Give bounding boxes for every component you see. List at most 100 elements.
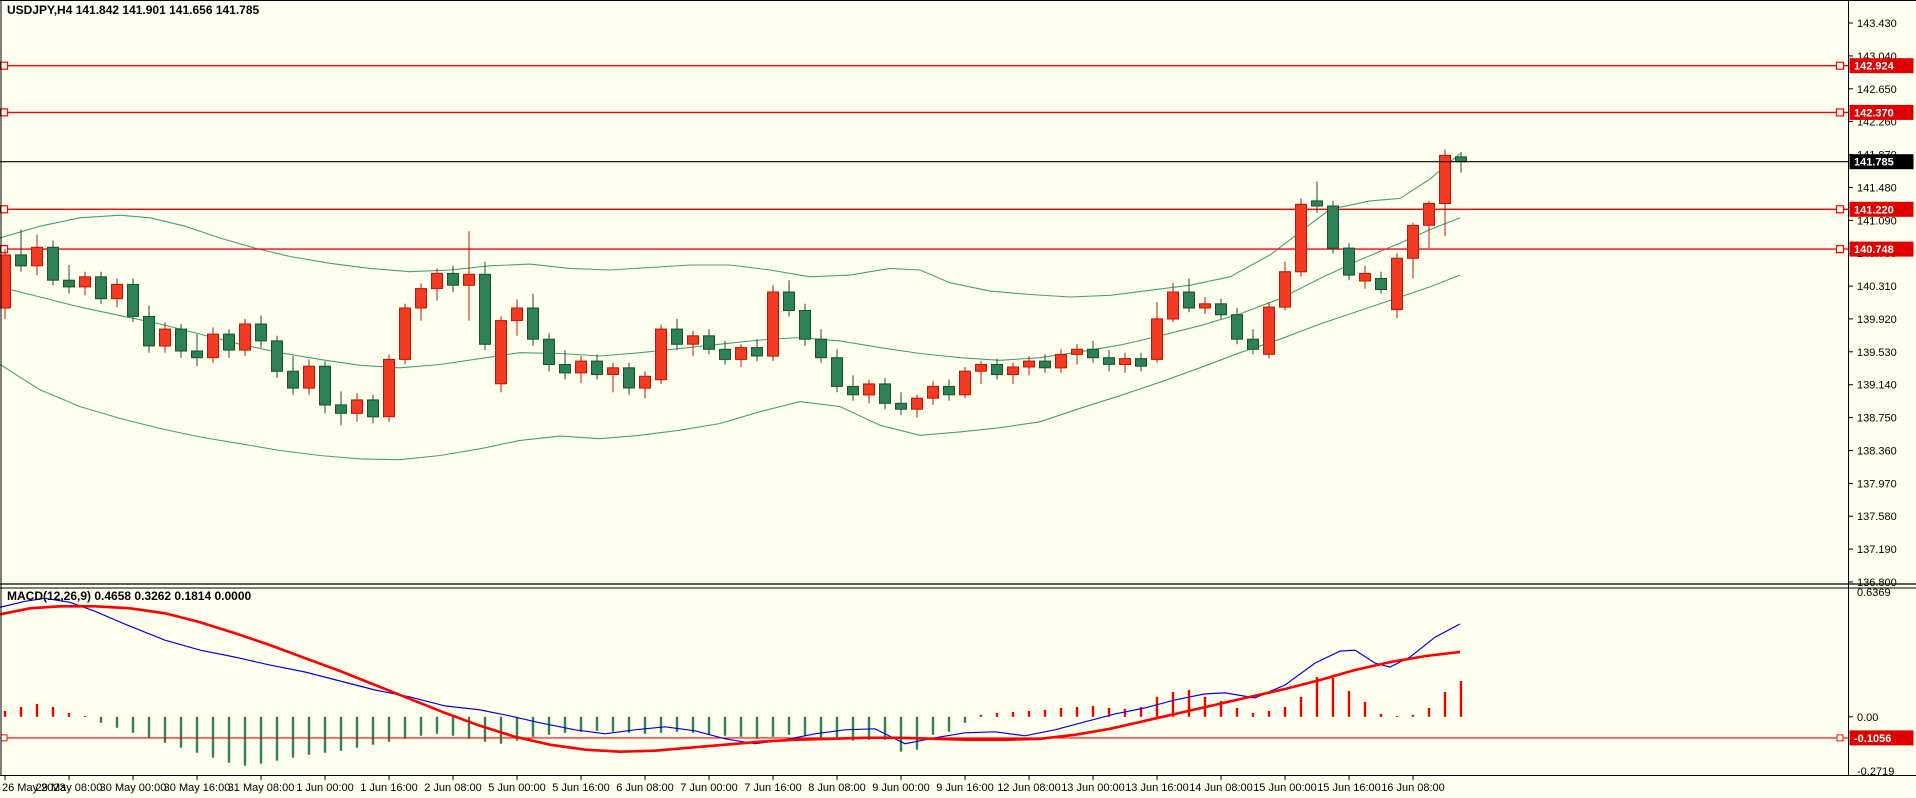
candle[interactable] xyxy=(127,278,139,323)
candle[interactable] xyxy=(191,334,203,367)
candle[interactable] xyxy=(783,280,795,317)
candle[interactable] xyxy=(1391,253,1403,319)
candle[interactable] xyxy=(703,329,715,355)
candle[interactable] xyxy=(303,359,315,395)
price-axis[interactable]: 143.430143.040142.650142.260141.870141.4… xyxy=(1848,18,1897,589)
candle[interactable] xyxy=(895,392,907,416)
candle[interactable] xyxy=(1151,302,1163,363)
candle[interactable] xyxy=(95,271,107,304)
candle[interactable] xyxy=(1375,271,1387,294)
candle[interactable] xyxy=(1039,354,1051,373)
candle[interactable] xyxy=(447,265,459,292)
candle[interactable] xyxy=(399,303,411,365)
macd-axis[interactable]: 0.6369 0.00 -0.2719 xyxy=(1848,587,1894,778)
candle[interactable] xyxy=(719,340,731,365)
candle[interactable] xyxy=(1135,352,1147,372)
candle[interactable] xyxy=(831,349,843,393)
candle[interactable] xyxy=(927,381,939,405)
line-handle[interactable] xyxy=(1835,245,1845,254)
candle[interactable] xyxy=(351,393,363,422)
line-handle[interactable] xyxy=(0,245,9,254)
candle[interactable] xyxy=(15,229,27,272)
candle[interactable] xyxy=(1327,200,1339,254)
candle[interactable] xyxy=(223,329,235,358)
candle[interactable] xyxy=(879,378,891,410)
line-handle[interactable] xyxy=(1835,108,1845,117)
candle[interactable] xyxy=(575,356,587,383)
candle[interactable] xyxy=(1359,265,1371,289)
candle[interactable] xyxy=(1231,308,1243,345)
candle[interactable] xyxy=(991,358,1003,380)
candle[interactable] xyxy=(1087,340,1099,363)
candle[interactable] xyxy=(207,327,219,363)
candle[interactable] xyxy=(63,265,75,294)
candle[interactable] xyxy=(1071,344,1083,365)
candle[interactable] xyxy=(559,350,571,380)
candle[interactable] xyxy=(367,394,379,424)
candle[interactable] xyxy=(671,318,683,351)
candle[interactable] xyxy=(591,354,603,380)
candle[interactable] xyxy=(1055,349,1067,373)
candle[interactable] xyxy=(319,361,331,414)
candle[interactable] xyxy=(1215,298,1227,319)
candle[interactable] xyxy=(511,299,523,336)
candle[interactable] xyxy=(1167,282,1179,323)
candle[interactable] xyxy=(1263,302,1275,359)
candle[interactable] xyxy=(799,303,811,346)
candle[interactable] xyxy=(1247,329,1259,355)
candle[interactable] xyxy=(271,335,283,378)
candle[interactable] xyxy=(735,344,747,367)
candle[interactable] xyxy=(607,362,619,393)
candle[interactable] xyxy=(527,293,539,346)
candle[interactable] xyxy=(1295,198,1307,277)
candle[interactable] xyxy=(79,271,91,296)
candle[interactable] xyxy=(975,361,987,384)
candle[interactable] xyxy=(767,285,779,362)
candle[interactable] xyxy=(495,316,507,393)
line-handle[interactable] xyxy=(0,734,8,742)
line-handle[interactable] xyxy=(0,205,9,214)
candle[interactable] xyxy=(1199,297,1211,314)
candle[interactable] xyxy=(623,362,635,395)
candle[interactable] xyxy=(431,268,443,301)
macd-signal-line[interactable] xyxy=(0,604,1461,754)
candle[interactable] xyxy=(159,322,171,353)
candle[interactable] xyxy=(47,240,59,286)
candle[interactable] xyxy=(111,278,123,308)
candle[interactable] xyxy=(1407,222,1419,279)
candle[interactable] xyxy=(463,231,475,321)
candle[interactable] xyxy=(1423,200,1435,249)
candle[interactable] xyxy=(1023,356,1035,376)
candle[interactable] xyxy=(1311,181,1323,213)
candle[interactable] xyxy=(815,329,827,363)
bollinger-upper-band-line[interactable] xyxy=(0,153,1461,298)
candle[interactable] xyxy=(911,394,923,418)
candle[interactable] xyxy=(687,330,699,356)
bollinger-lower-band-line[interactable] xyxy=(0,274,1461,461)
candle[interactable] xyxy=(415,283,427,321)
candle[interactable] xyxy=(1183,278,1195,313)
candle[interactable] xyxy=(959,367,971,399)
candle[interactable] xyxy=(143,305,155,353)
line-handle[interactable] xyxy=(1836,734,1844,742)
candle[interactable] xyxy=(655,324,667,384)
candle[interactable] xyxy=(1343,243,1355,281)
candle[interactable] xyxy=(1119,352,1131,373)
candle[interactable] xyxy=(1279,261,1291,311)
candle[interactable] xyxy=(863,379,875,404)
line-handle[interactable] xyxy=(0,61,9,70)
candle[interactable] xyxy=(255,315,267,348)
candle[interactable] xyxy=(943,379,955,401)
candle[interactable] xyxy=(383,354,395,422)
candle[interactable] xyxy=(31,234,43,276)
candle[interactable] xyxy=(0,249,11,319)
candle[interactable] xyxy=(175,324,187,358)
line-handle[interactable] xyxy=(1835,61,1845,70)
candle[interactable] xyxy=(751,339,763,362)
candle[interactable] xyxy=(239,318,251,356)
candle[interactable] xyxy=(335,391,347,426)
candle[interactable] xyxy=(1007,362,1019,384)
line-handle[interactable] xyxy=(0,108,9,117)
